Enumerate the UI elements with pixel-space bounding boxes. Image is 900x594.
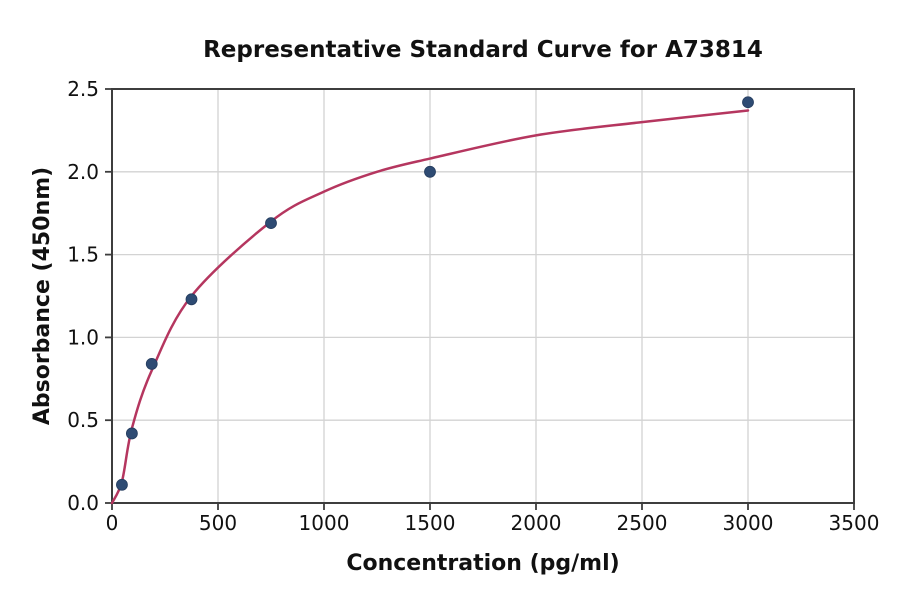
y-tick-label-0: 0.0	[67, 491, 99, 515]
plot-box-spines	[111, 88, 855, 504]
x-tick-label-0: 0	[106, 511, 119, 535]
y-tick-label-2.5: 2.5	[67, 77, 99, 101]
data-point	[145, 357, 158, 370]
x-tick-label-1000: 1000	[299, 511, 350, 535]
plot-border	[111, 88, 855, 504]
data-point	[125, 427, 138, 440]
x-tick-label-2000: 2000	[511, 511, 562, 535]
chart-title: Representative Standard Curve for A73814	[203, 37, 763, 63]
y-tick-label-2: 2.0	[67, 160, 99, 184]
data-point	[265, 217, 277, 230]
data-point	[116, 478, 128, 491]
data-point	[742, 96, 754, 109]
y-tick-label-1: 1.0	[67, 325, 99, 349]
y-tick-label-1.5: 1.5	[67, 243, 99, 267]
x-tick-label-1500: 1500	[405, 511, 456, 535]
axis-tick-labels: 0 500 1000 1500 2000 2500 3000 3500 0.0 0.5 1.0 1.5…	[67, 77, 879, 535]
data-point	[424, 165, 436, 178]
x-tick-label-3500: 3500	[829, 511, 880, 535]
x-axis-label: Concentration (pg/ml)	[346, 551, 619, 576]
data-point	[185, 293, 198, 306]
y-tick-label-0.5: 0.5	[67, 408, 99, 432]
x-tick-label-2500: 2500	[617, 511, 668, 535]
x-tick-label-3000: 3000	[723, 511, 774, 535]
gridlines	[111, 88, 855, 504]
data-points	[116, 96, 754, 491]
y-axis-label: Absorbance (450nm)	[30, 167, 55, 425]
x-tick-label-500: 500	[199, 511, 237, 535]
